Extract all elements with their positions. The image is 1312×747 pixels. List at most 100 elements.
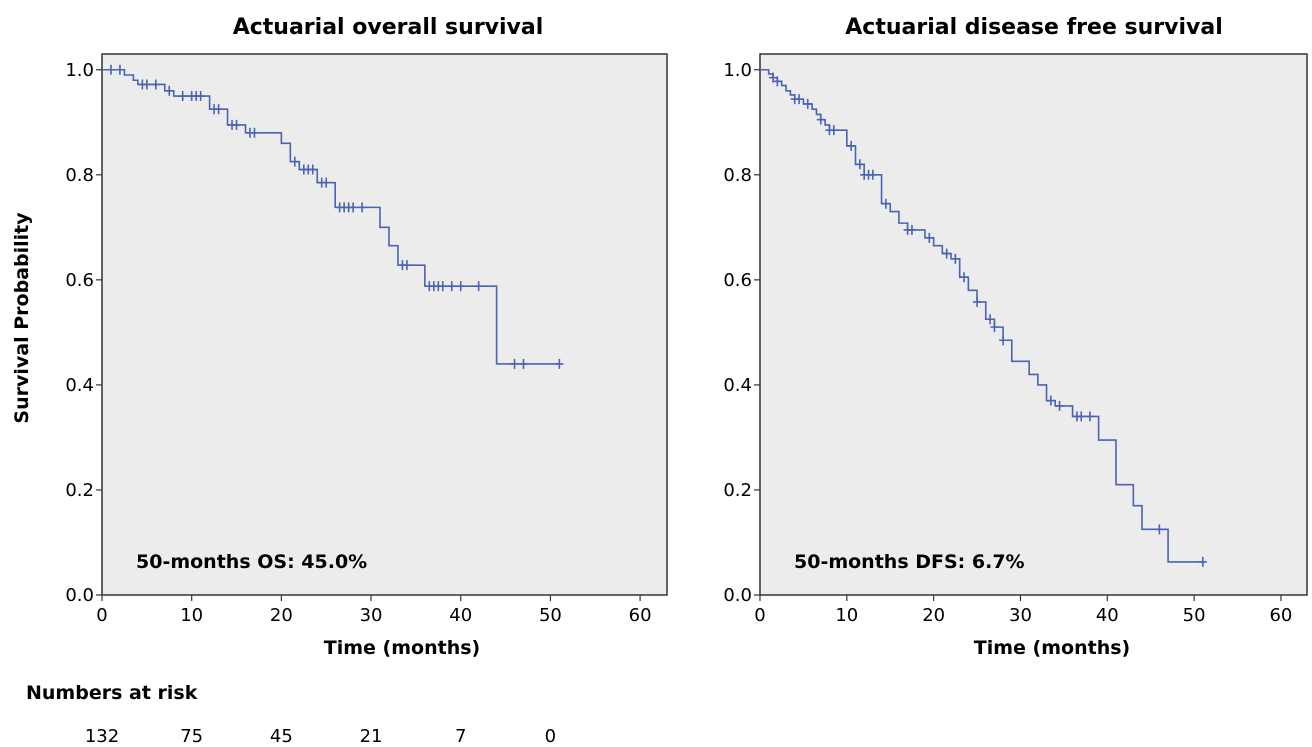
overall-survival-panel: Actuarial overall survival 0.00.20.40.60… bbox=[11, 15, 668, 659]
overall-survival-x-tick-label: 40 bbox=[449, 605, 472, 626]
overall-survival-censor-mark bbox=[214, 104, 223, 115]
numbers-at-risk-value: 7 bbox=[455, 726, 466, 747]
disease-free-survival-censor-mark bbox=[881, 198, 890, 209]
overall-survival-censor-mark bbox=[196, 91, 205, 102]
disease-free-survival-y-tick-label: 0.6 bbox=[723, 270, 752, 291]
overall-survival-censor-mark bbox=[474, 281, 483, 292]
overall-survival-y-tick-label: 0.6 bbox=[65, 270, 94, 291]
disease-free-survival-censor-mark bbox=[816, 114, 825, 125]
overall-survival-censor-mark bbox=[115, 64, 124, 75]
overall-survival-y-tick-label: 0.8 bbox=[65, 165, 94, 186]
disease-free-survival-x-label: Time (months) bbox=[974, 637, 1130, 659]
overall-survival-censor-mark bbox=[456, 281, 465, 292]
overall-survival-censor-mark bbox=[322, 177, 331, 188]
disease-free-survival-censor-mark bbox=[973, 296, 982, 307]
overall-survival-censor-mark bbox=[151, 79, 160, 90]
overall-survival-censor-mark bbox=[358, 202, 367, 213]
overall-survival-x-tick-label: 50 bbox=[539, 605, 562, 626]
disease-free-survival-y-tick-label: 0.2 bbox=[723, 480, 752, 501]
numbers-at-risk-values: 132 75 45 21 7 0 bbox=[85, 726, 556, 747]
overall-survival-x-tick-label: 60 bbox=[629, 605, 652, 626]
overall-survival-y-ticks: 0.0 0.2 0.4 0.6 0.8 1.0 bbox=[65, 60, 102, 606]
disease-free-survival-curve bbox=[760, 68, 1207, 567]
overall-survival-censor-mark bbox=[142, 79, 151, 90]
overall-survival-censor-mark bbox=[555, 358, 564, 369]
disease-free-survival-y-tick-label: 0.0 bbox=[723, 585, 752, 606]
overall-survival-y-tick-label: 0.0 bbox=[65, 585, 94, 606]
disease-free-survival-x-tick-label: 10 bbox=[835, 605, 858, 626]
overall-survival-censor-mark bbox=[438, 281, 447, 292]
overall-survival-censor-mark bbox=[290, 156, 299, 167]
overall-survival-y-label: Survival Probability bbox=[11, 212, 33, 424]
disease-free-survival-y-ticks: 0.0 0.2 0.4 0.6 0.8 1.0 bbox=[723, 60, 760, 606]
numbers-at-risk-table: Numbers at risk 132 75 45 21 7 0 bbox=[26, 682, 556, 747]
disease-free-survival-censor-mark bbox=[1198, 556, 1207, 567]
disease-free-survival-censor-mark bbox=[1077, 411, 1086, 422]
disease-free-survival-x-tick-label: 40 bbox=[1096, 605, 1119, 626]
disease-free-survival-censor-mark bbox=[942, 248, 951, 259]
disease-free-survival-y-tick-label: 0.4 bbox=[723, 375, 752, 396]
overall-survival-title: Actuarial overall survival bbox=[233, 15, 544, 40]
overall-survival-censor-mark bbox=[519, 358, 528, 369]
overall-survival-annotation: 50-months OS: 45.0% bbox=[136, 551, 367, 573]
overall-survival-y-tick-label: 1.0 bbox=[65, 60, 94, 81]
disease-free-survival-censor-mark bbox=[990, 322, 999, 333]
disease-free-survival-x-ticks: 0 10 20 30 40 50 60 bbox=[754, 595, 1292, 626]
numbers-at-risk-title: Numbers at risk bbox=[26, 682, 198, 704]
overall-survival-x-tick-label: 10 bbox=[180, 605, 203, 626]
disease-free-survival-x-tick-label: 0 bbox=[754, 605, 765, 626]
overall-survival-y-tick-label: 0.2 bbox=[65, 480, 94, 501]
overall-survival-x-ticks: 0 10 20 30 40 50 60 bbox=[96, 595, 652, 626]
numbers-at-risk-value: 21 bbox=[360, 726, 383, 747]
numbers-at-risk-value: 45 bbox=[270, 726, 293, 747]
overall-survival-x-label: Time (months) bbox=[324, 637, 480, 659]
disease-free-survival-censor-mark bbox=[847, 140, 856, 151]
disease-free-survival-x-tick-label: 30 bbox=[1009, 605, 1032, 626]
disease-free-survival-censor-mark bbox=[960, 272, 969, 283]
disease-free-survival-censor-mark bbox=[1085, 411, 1094, 422]
overall-survival-x-tick-label: 20 bbox=[270, 605, 293, 626]
overall-survival-curve bbox=[102, 64, 564, 369]
disease-free-survival-y-tick-label: 1.0 bbox=[723, 60, 752, 81]
overall-survival-plot-area bbox=[101, 53, 668, 596]
numbers-at-risk-value: 75 bbox=[180, 726, 203, 747]
disease-free-survival-censor-mark bbox=[803, 98, 812, 109]
disease-free-survival-censor-mark bbox=[773, 76, 782, 87]
overall-survival-censor-mark bbox=[402, 260, 411, 271]
disease-free-survival-panel: Actuarial disease free survival 0.00.20.… bbox=[723, 15, 1308, 659]
overall-survival-censor-mark bbox=[232, 119, 241, 130]
disease-free-survival-censor-mark bbox=[829, 125, 838, 136]
disease-free-survival-title: Actuarial disease free survival bbox=[845, 15, 1223, 40]
disease-free-survival-censor-mark bbox=[1055, 400, 1064, 411]
disease-free-survival-censor-mark bbox=[769, 72, 778, 83]
disease-free-survival-annotation: 50-months DFS: 6.7% bbox=[794, 551, 1025, 573]
overall-survival-x-tick-label: 0 bbox=[96, 605, 107, 626]
disease-free-survival-censor-mark bbox=[951, 253, 960, 264]
disease-free-survival-x-tick-label: 50 bbox=[1183, 605, 1206, 626]
disease-free-survival-censor-mark bbox=[795, 94, 804, 105]
overall-survival-censor-mark bbox=[165, 85, 174, 96]
overall-survival-censor-mark bbox=[178, 91, 187, 102]
overall-survival-censor-mark bbox=[106, 64, 115, 75]
overall-survival-censor-mark bbox=[349, 202, 358, 213]
disease-free-survival-censor-mark bbox=[1046, 395, 1055, 406]
disease-free-survival-plot-area bbox=[759, 53, 1308, 596]
disease-free-survival-censor-mark bbox=[907, 224, 916, 235]
disease-free-survival-censor-mark bbox=[999, 335, 1008, 346]
overall-survival-x-tick-label: 30 bbox=[360, 605, 383, 626]
disease-free-survival-censor-mark bbox=[868, 169, 877, 180]
disease-free-survival-censor-mark bbox=[1155, 524, 1164, 535]
overall-survival-censor-mark bbox=[510, 358, 519, 369]
numbers-at-risk-value: 132 bbox=[85, 726, 119, 747]
numbers-at-risk-value: 0 bbox=[545, 726, 556, 747]
disease-free-survival-censor-mark bbox=[986, 314, 995, 325]
overall-survival-y-tick-label: 0.4 bbox=[65, 375, 94, 396]
overall-survival-censor-mark bbox=[250, 127, 259, 138]
disease-free-survival-censor-mark bbox=[925, 232, 934, 243]
overall-survival-censor-mark bbox=[308, 164, 317, 175]
overall-survival-censor-mark bbox=[447, 281, 456, 292]
disease-free-survival-censor-mark bbox=[855, 159, 864, 170]
disease-free-survival-y-tick-label: 0.8 bbox=[723, 165, 752, 186]
